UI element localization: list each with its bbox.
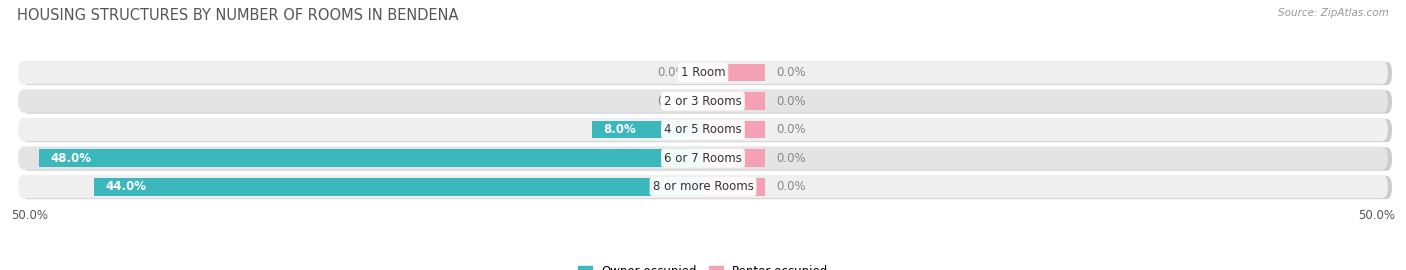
Text: 48.0%: 48.0% [51, 152, 91, 165]
Text: 1 Room: 1 Room [681, 66, 725, 79]
Legend: Owner-occupied, Renter-occupied: Owner-occupied, Renter-occupied [572, 260, 834, 270]
Bar [94, 178, 703, 195]
Text: 2 or 3 Rooms: 2 or 3 Rooms [664, 94, 742, 107]
FancyBboxPatch shape [22, 147, 1392, 171]
FancyBboxPatch shape [22, 62, 1392, 85]
FancyBboxPatch shape [22, 176, 1392, 199]
Bar [703, 121, 765, 139]
Bar [39, 149, 703, 167]
Text: 0.0%: 0.0% [776, 66, 806, 79]
Text: 50.0%: 50.0% [11, 209, 48, 222]
Text: HOUSING STRUCTURES BY NUMBER OF ROOMS IN BENDENA: HOUSING STRUCTURES BY NUMBER OF ROOMS IN… [17, 8, 458, 23]
Text: 4 or 5 Rooms: 4 or 5 Rooms [664, 123, 742, 136]
Text: 8.0%: 8.0% [603, 123, 636, 136]
FancyBboxPatch shape [22, 90, 1392, 114]
Text: 0.0%: 0.0% [776, 94, 806, 107]
Text: 0.0%: 0.0% [657, 66, 686, 79]
Bar [703, 64, 765, 81]
Text: 0.0%: 0.0% [776, 123, 806, 136]
Text: 50.0%: 50.0% [1358, 209, 1395, 222]
Text: 8 or more Rooms: 8 or more Rooms [652, 180, 754, 193]
Text: 0.0%: 0.0% [657, 94, 686, 107]
Text: 44.0%: 44.0% [105, 180, 146, 193]
FancyBboxPatch shape [18, 89, 1388, 113]
Bar [592, 121, 703, 139]
Text: 0.0%: 0.0% [776, 152, 806, 165]
Bar [703, 92, 765, 110]
FancyBboxPatch shape [18, 118, 1388, 141]
Bar [703, 149, 765, 167]
Bar [703, 178, 765, 195]
Text: 0.0%: 0.0% [776, 180, 806, 193]
FancyBboxPatch shape [18, 61, 1388, 84]
FancyBboxPatch shape [18, 175, 1388, 198]
FancyBboxPatch shape [18, 146, 1388, 170]
Text: Source: ZipAtlas.com: Source: ZipAtlas.com [1278, 8, 1389, 18]
FancyBboxPatch shape [22, 119, 1392, 142]
Text: 6 or 7 Rooms: 6 or 7 Rooms [664, 152, 742, 165]
